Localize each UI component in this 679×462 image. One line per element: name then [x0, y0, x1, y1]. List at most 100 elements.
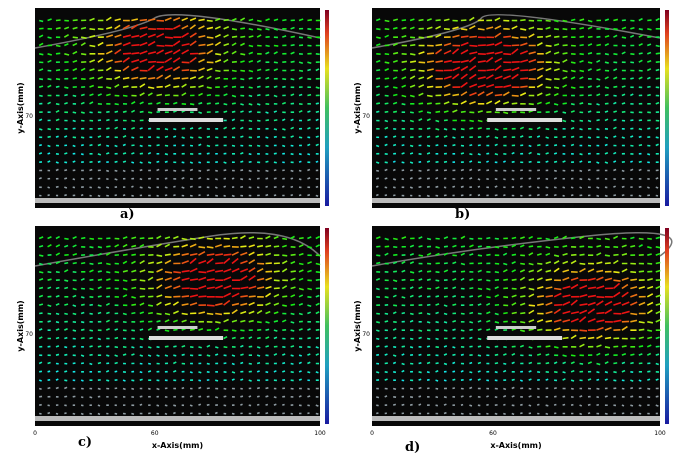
velocity-vector [436, 322, 439, 323]
velocity-vector [571, 137, 574, 138]
velocity-vector [316, 144, 319, 145]
velocity-vector [266, 29, 270, 30]
velocity-vector [291, 304, 295, 305]
velocity-vector [639, 322, 645, 323]
velocity-vector [157, 389, 160, 390]
velocity-vector [257, 95, 260, 96]
velocity-vector [89, 170, 92, 171]
velocity-vector [232, 128, 235, 129]
velocity-vector [182, 271, 190, 272]
velocity-vector [613, 111, 616, 112]
velocity-vector [613, 372, 616, 373]
velocity-vector [537, 354, 541, 355]
velocity-vector [554, 29, 559, 30]
velocity-vector [520, 413, 522, 414]
velocity-vector [291, 330, 295, 331]
velocity-vector [299, 179, 301, 180]
velocity-vector [56, 162, 59, 163]
velocity-vector [546, 87, 551, 88]
velocity-vector [56, 414, 58, 415]
velocity-vector [622, 171, 624, 172]
velocity-vector [546, 405, 549, 406]
panel-label: b) [455, 207, 470, 222]
velocity-vector [436, 371, 439, 372]
velocity-vector [630, 136, 633, 137]
velocity-vector [215, 54, 221, 55]
velocity-vector [461, 271, 465, 272]
velocity-vector [486, 289, 490, 290]
velocity-vector [376, 146, 379, 147]
velocity-vector [282, 296, 287, 297]
velocity-vector [436, 339, 439, 340]
velocity-vector [436, 247, 440, 248]
velocity-vector [410, 70, 415, 71]
velocity-vector [106, 171, 109, 172]
velocity-vector [588, 86, 592, 87]
velocity-vector [563, 121, 566, 122]
velocity-vector [140, 146, 143, 147]
velocity-vector [554, 289, 561, 290]
velocity-vector [106, 355, 109, 356]
velocity-vector [56, 314, 59, 315]
velocity-vector [639, 29, 643, 30]
velocity-vector [282, 146, 285, 147]
velocity-vector [274, 330, 277, 331]
velocity-vector [98, 279, 102, 280]
velocity-vector [647, 397, 650, 398]
velocity-vector [240, 330, 244, 331]
velocity-vector [56, 169, 59, 170]
velocity-vector [647, 187, 649, 188]
velocity-vector [56, 288, 59, 289]
velocity-vector [469, 363, 472, 364]
velocity-vector [56, 346, 59, 347]
velocity-vector [39, 178, 41, 179]
velocity-vector [580, 179, 583, 180]
velocity-vector [452, 338, 455, 339]
velocity-vector [376, 322, 380, 323]
velocity-vector [182, 62, 190, 63]
velocity-vector [529, 146, 532, 147]
velocity-vector [410, 187, 413, 188]
velocity-vector [106, 187, 109, 188]
velocity-vector [207, 195, 209, 196]
velocity-vector [266, 95, 270, 96]
velocity-vector [647, 87, 650, 88]
velocity-vector [529, 246, 533, 247]
velocity-vector [436, 121, 440, 122]
velocity-vector [106, 346, 109, 347]
velocity-vector [656, 103, 659, 104]
velocity-vector [605, 338, 611, 339]
velocity-vector [224, 196, 226, 197]
velocity-vector [282, 354, 285, 355]
velocity-vector [115, 371, 118, 372]
velocity-vector [282, 239, 287, 240]
velocity-vector [436, 136, 439, 137]
velocity-vector [605, 87, 609, 88]
velocity-vector [393, 187, 395, 188]
velocity-vector [478, 414, 481, 415]
velocity-vector [224, 20, 229, 21]
velocity-vector [257, 322, 262, 323]
velocity-vector [647, 379, 650, 380]
velocity-vector [486, 280, 490, 281]
velocity-vector [486, 347, 489, 348]
velocity-vector [529, 396, 532, 397]
velocity-vector [157, 196, 159, 197]
velocity-vector [427, 170, 429, 171]
velocity-vector [503, 364, 506, 365]
velocity-vector [580, 36, 584, 37]
velocity-vector [495, 144, 498, 145]
velocity-vector [291, 187, 293, 188]
velocity-vector [469, 329, 472, 330]
velocity-vector [622, 346, 627, 347]
velocity-vector [232, 338, 236, 339]
velocity-vector [512, 380, 515, 381]
velocity-vector [630, 380, 633, 381]
velocity-vector [596, 196, 598, 197]
velocity-vector [461, 153, 464, 154]
velocity-vector [427, 314, 430, 315]
velocity-vector [48, 187, 50, 188]
velocity-vector [182, 187, 185, 188]
velocity-vector [232, 146, 235, 147]
velocity-vector [299, 362, 302, 363]
